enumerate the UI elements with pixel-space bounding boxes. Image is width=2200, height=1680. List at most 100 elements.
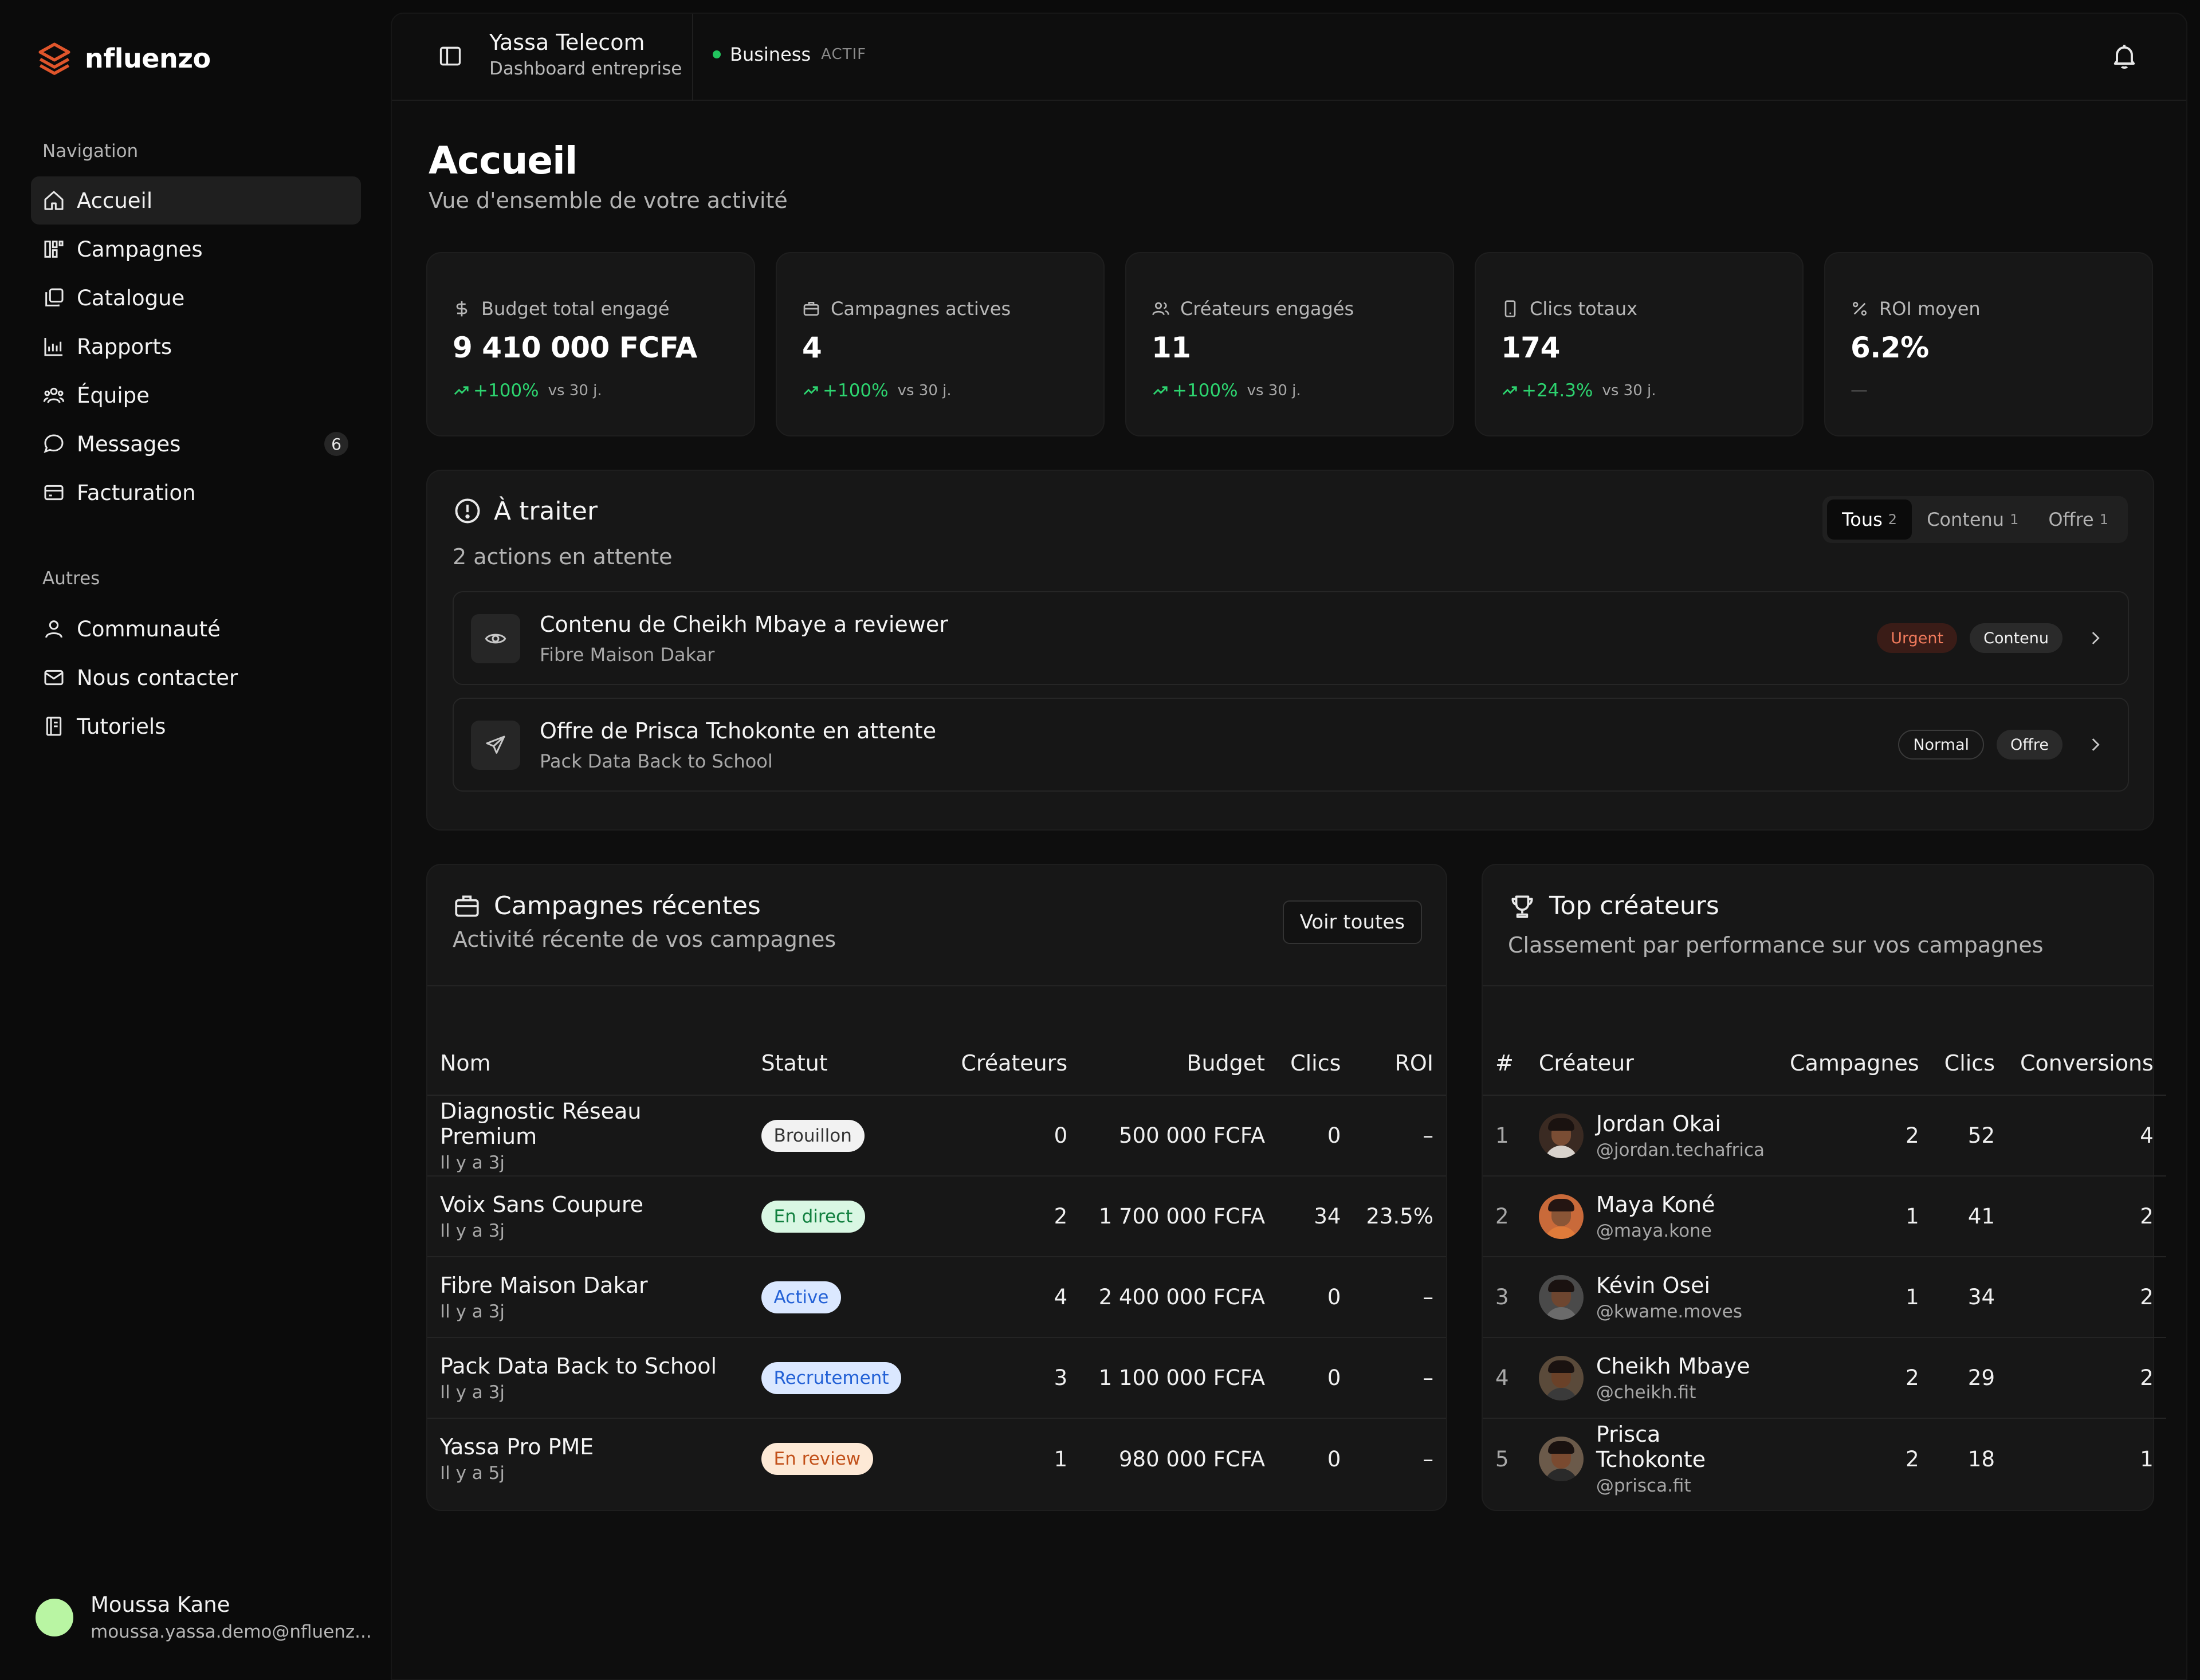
sidebar-item-label: Nous contacter [77,665,238,690]
view-all-button[interactable]: Voir toutes [1282,900,1422,944]
todo-item[interactable]: Contenu de Cheikh Mbaye a reviewer Fibre… [453,591,2129,685]
rank: 1 [1483,1095,1526,1177]
top-creators-panel: Top créateurs Classement par performance… [1482,864,2166,1511]
column-header[interactable]: Nom [427,1031,749,1096]
sidebar-item-contact[interactable]: Nous contacter [31,654,361,702]
status-badge: Recrutement [761,1362,902,1394]
todo-item-subtitle: Fibre Maison Dakar [540,644,715,666]
brand[interactable]: nfluenzo [36,38,211,79]
creator-handle: @prisca.fit [1596,1476,1691,1496]
tab-contenu[interactable]: Contenu 1 [1912,499,2033,540]
chevron-right-icon [2092,738,2100,751]
stat-trend-note: vs 30 j. [548,382,602,399]
column-header[interactable]: Statut [748,1031,931,1096]
creators-count: 3 [930,1337,1081,1419]
budget-value: 2 400 000 FCFA [1080,1257,1278,1338]
column-header[interactable]: ROI [1353,1031,1446,1096]
tab-offre[interactable]: Offre 1 [2033,499,2123,540]
table-row[interactable]: Voix Sans Coupure Il y a 3j En direct 2 1… [427,1176,1446,1257]
table-row[interactable]: 2 Maya Koné @maya.kone 1 41 2 [1483,1176,2166,1257]
sidebar-item-rapports[interactable]: Rapports [31,322,361,371]
table-row[interactable]: 5 Prisca Tchokonte @prisca.fit 2 18 1 [1483,1418,2166,1499]
tab-count: 2 [1888,512,1897,528]
avatar [1538,1274,1584,1320]
stat-label: Clics totaux [1530,298,1638,320]
roi-value: – [1353,1337,1446,1419]
tab-label: Contenu [1927,509,2005,530]
column-header[interactable]: Budget [1080,1031,1278,1096]
creators-count: 0 [930,1095,1081,1177]
campaigns-count: 2 [1777,1095,1932,1177]
todo-item-title: Offre de Prisca Tchokonte en attente [540,718,937,743]
table-row[interactable]: Diagnostic Réseau Premium Il y a 3j Broui… [427,1095,1446,1177]
brand-logo-icon [38,42,70,75]
creator-handle: @maya.kone [1596,1220,1712,1241]
column-header[interactable]: Conversions [2007,1031,2166,1096]
column-header[interactable]: Créateurs [930,1031,1081,1096]
sidebar-item-label: Équipe [77,383,150,408]
table-row[interactable]: Yassa Pro PME Il y a 5j En review 1 980 0… [427,1418,1446,1499]
page-subtitle: Vue d'ensemble de votre activité [429,188,788,213]
panel-title: Top créateurs [1549,891,1719,920]
sidebar-item-equipe[interactable]: Équipe [31,371,361,419]
budget-value: 1 700 000 FCFA [1080,1176,1278,1257]
chevron-right-icon [2092,632,2100,644]
sidebar-item-campagnes[interactable]: Campagnes [31,225,361,273]
phone-icon [1504,300,1516,317]
column-header[interactable]: Clics [1931,1031,2007,1096]
budget-value: 980 000 FCFA [1118,1446,1266,1472]
table-row[interactable]: Pack Data Back to School Il y a 3j Recrut… [427,1337,1446,1419]
table-row[interactable]: 4 Cheikh Mbaye @cheikh.fit 2 29 2 [1483,1337,2166,1419]
todo-item[interactable]: Offre de Prisca Tchokonte en attente Pac… [453,698,2129,792]
stat-label: Campagnes actives [831,298,1011,320]
clicks-value: 34 [1931,1257,2007,1338]
avatar [36,1598,73,1636]
column-header[interactable]: # [1483,1031,1526,1096]
table-row[interactable]: 1 Jordan Okai @jordan.techafrica 2 52 4 [1483,1095,2166,1177]
nav-list: Accueil Campagnes Catalogue Rapports Équ… [31,176,361,517]
dollar-icon [456,301,467,317]
sidebar-item-messages[interactable]: Messages 6 [31,420,361,468]
sidebar-item-label: Tutoriels [77,714,166,739]
sidebar-item-facturation[interactable]: Facturation [31,469,361,517]
stat-trend-note: vs 30 j. [897,382,952,399]
sidebar-item-catalogue[interactable]: Catalogue [31,274,361,322]
creator-handle: @jordan.techafrica [1596,1139,1765,1160]
alert-circle-icon [455,498,480,524]
user-profile[interactable]: Moussa Kane moussa.yassa.demo@nfluenz... [36,1592,372,1642]
campaign-date: Il y a 5j [440,1463,505,1484]
creators-count: 4 [930,1257,1081,1338]
creator-name: Maya Koné [1596,1191,1715,1217]
sidebar-item-tutoriels[interactable]: Tutoriels [31,702,361,750]
column-header[interactable]: Créateur [1526,1031,1778,1096]
others-section-title: Autres [42,568,100,589]
column-header[interactable]: Clics [1278,1031,1354,1096]
table-row[interactable]: 3 Kévin Osei @kwame.moves 1 34 2 [1483,1257,2166,1338]
sidebar-item-communaute[interactable]: Communauté [31,605,361,653]
stat-card-roi: ROI moyen 6.2% — [1824,252,2153,436]
campaign-name: Pack Data Back to School [440,1353,717,1379]
stat-trend-note: vs 30 j. [1247,382,1301,399]
panel-title: Campagnes récentes [494,891,761,920]
sidebar-item-label: Facturation [77,480,196,505]
brand-name: nfluenzo [85,43,211,74]
conversions-value: 2 [2007,1337,2166,1419]
mail-icon [42,666,65,689]
sidebar-toggle-icon[interactable] [438,44,463,69]
campaign-date: Il y a 3j [440,1382,505,1403]
company-switcher[interactable]: Yassa Telecom Dashboard entreprise [489,30,682,79]
briefcase-icon [803,302,819,316]
table-row[interactable]: Fibre Maison Dakar Il y a 3j Active 4 2 4… [427,1257,1446,1338]
todo-subtitle: 2 actions en attente [453,544,673,569]
column-header[interactable]: Campagnes [1777,1031,1932,1096]
stat-trend: +100% [823,380,889,401]
tab-tous[interactable]: Tous 2 [1827,499,1912,540]
user-name: Moussa Kane [91,1592,230,1617]
bell-icon[interactable] [2109,41,2139,71]
campaigns-table: Nom Statut Créateurs Budget Clics ROI Di… [427,1031,1446,1499]
tab-count: 1 [2099,512,2108,528]
page-title: Accueil [429,139,578,183]
roi-value: 23.5% [1353,1176,1446,1257]
sidebar-item-accueil[interactable]: Accueil [31,176,361,225]
sidebar-item-label: Communauté [77,616,221,642]
